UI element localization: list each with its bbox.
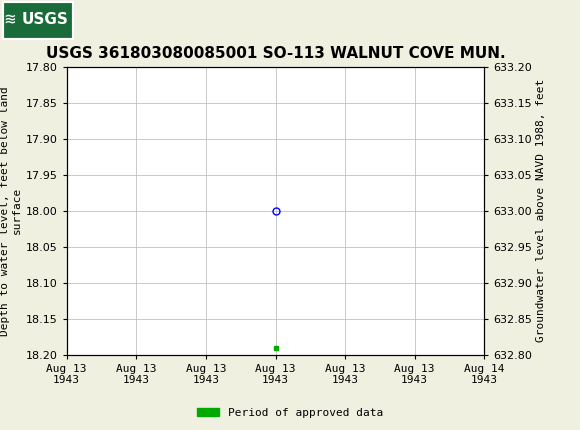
Y-axis label: Depth to water level, feet below land
surface: Depth to water level, feet below land su… xyxy=(0,86,21,335)
Title: USGS 361803080085001 SO-113 WALNUT COVE MUN.: USGS 361803080085001 SO-113 WALNUT COVE … xyxy=(46,46,505,61)
FancyBboxPatch shape xyxy=(3,2,72,39)
Y-axis label: Groundwater level above NAVD 1988, feet: Groundwater level above NAVD 1988, feet xyxy=(536,79,546,342)
Text: ≋: ≋ xyxy=(5,11,16,29)
Text: USGS: USGS xyxy=(22,12,69,27)
Legend: Period of approved data: Period of approved data xyxy=(193,403,387,422)
